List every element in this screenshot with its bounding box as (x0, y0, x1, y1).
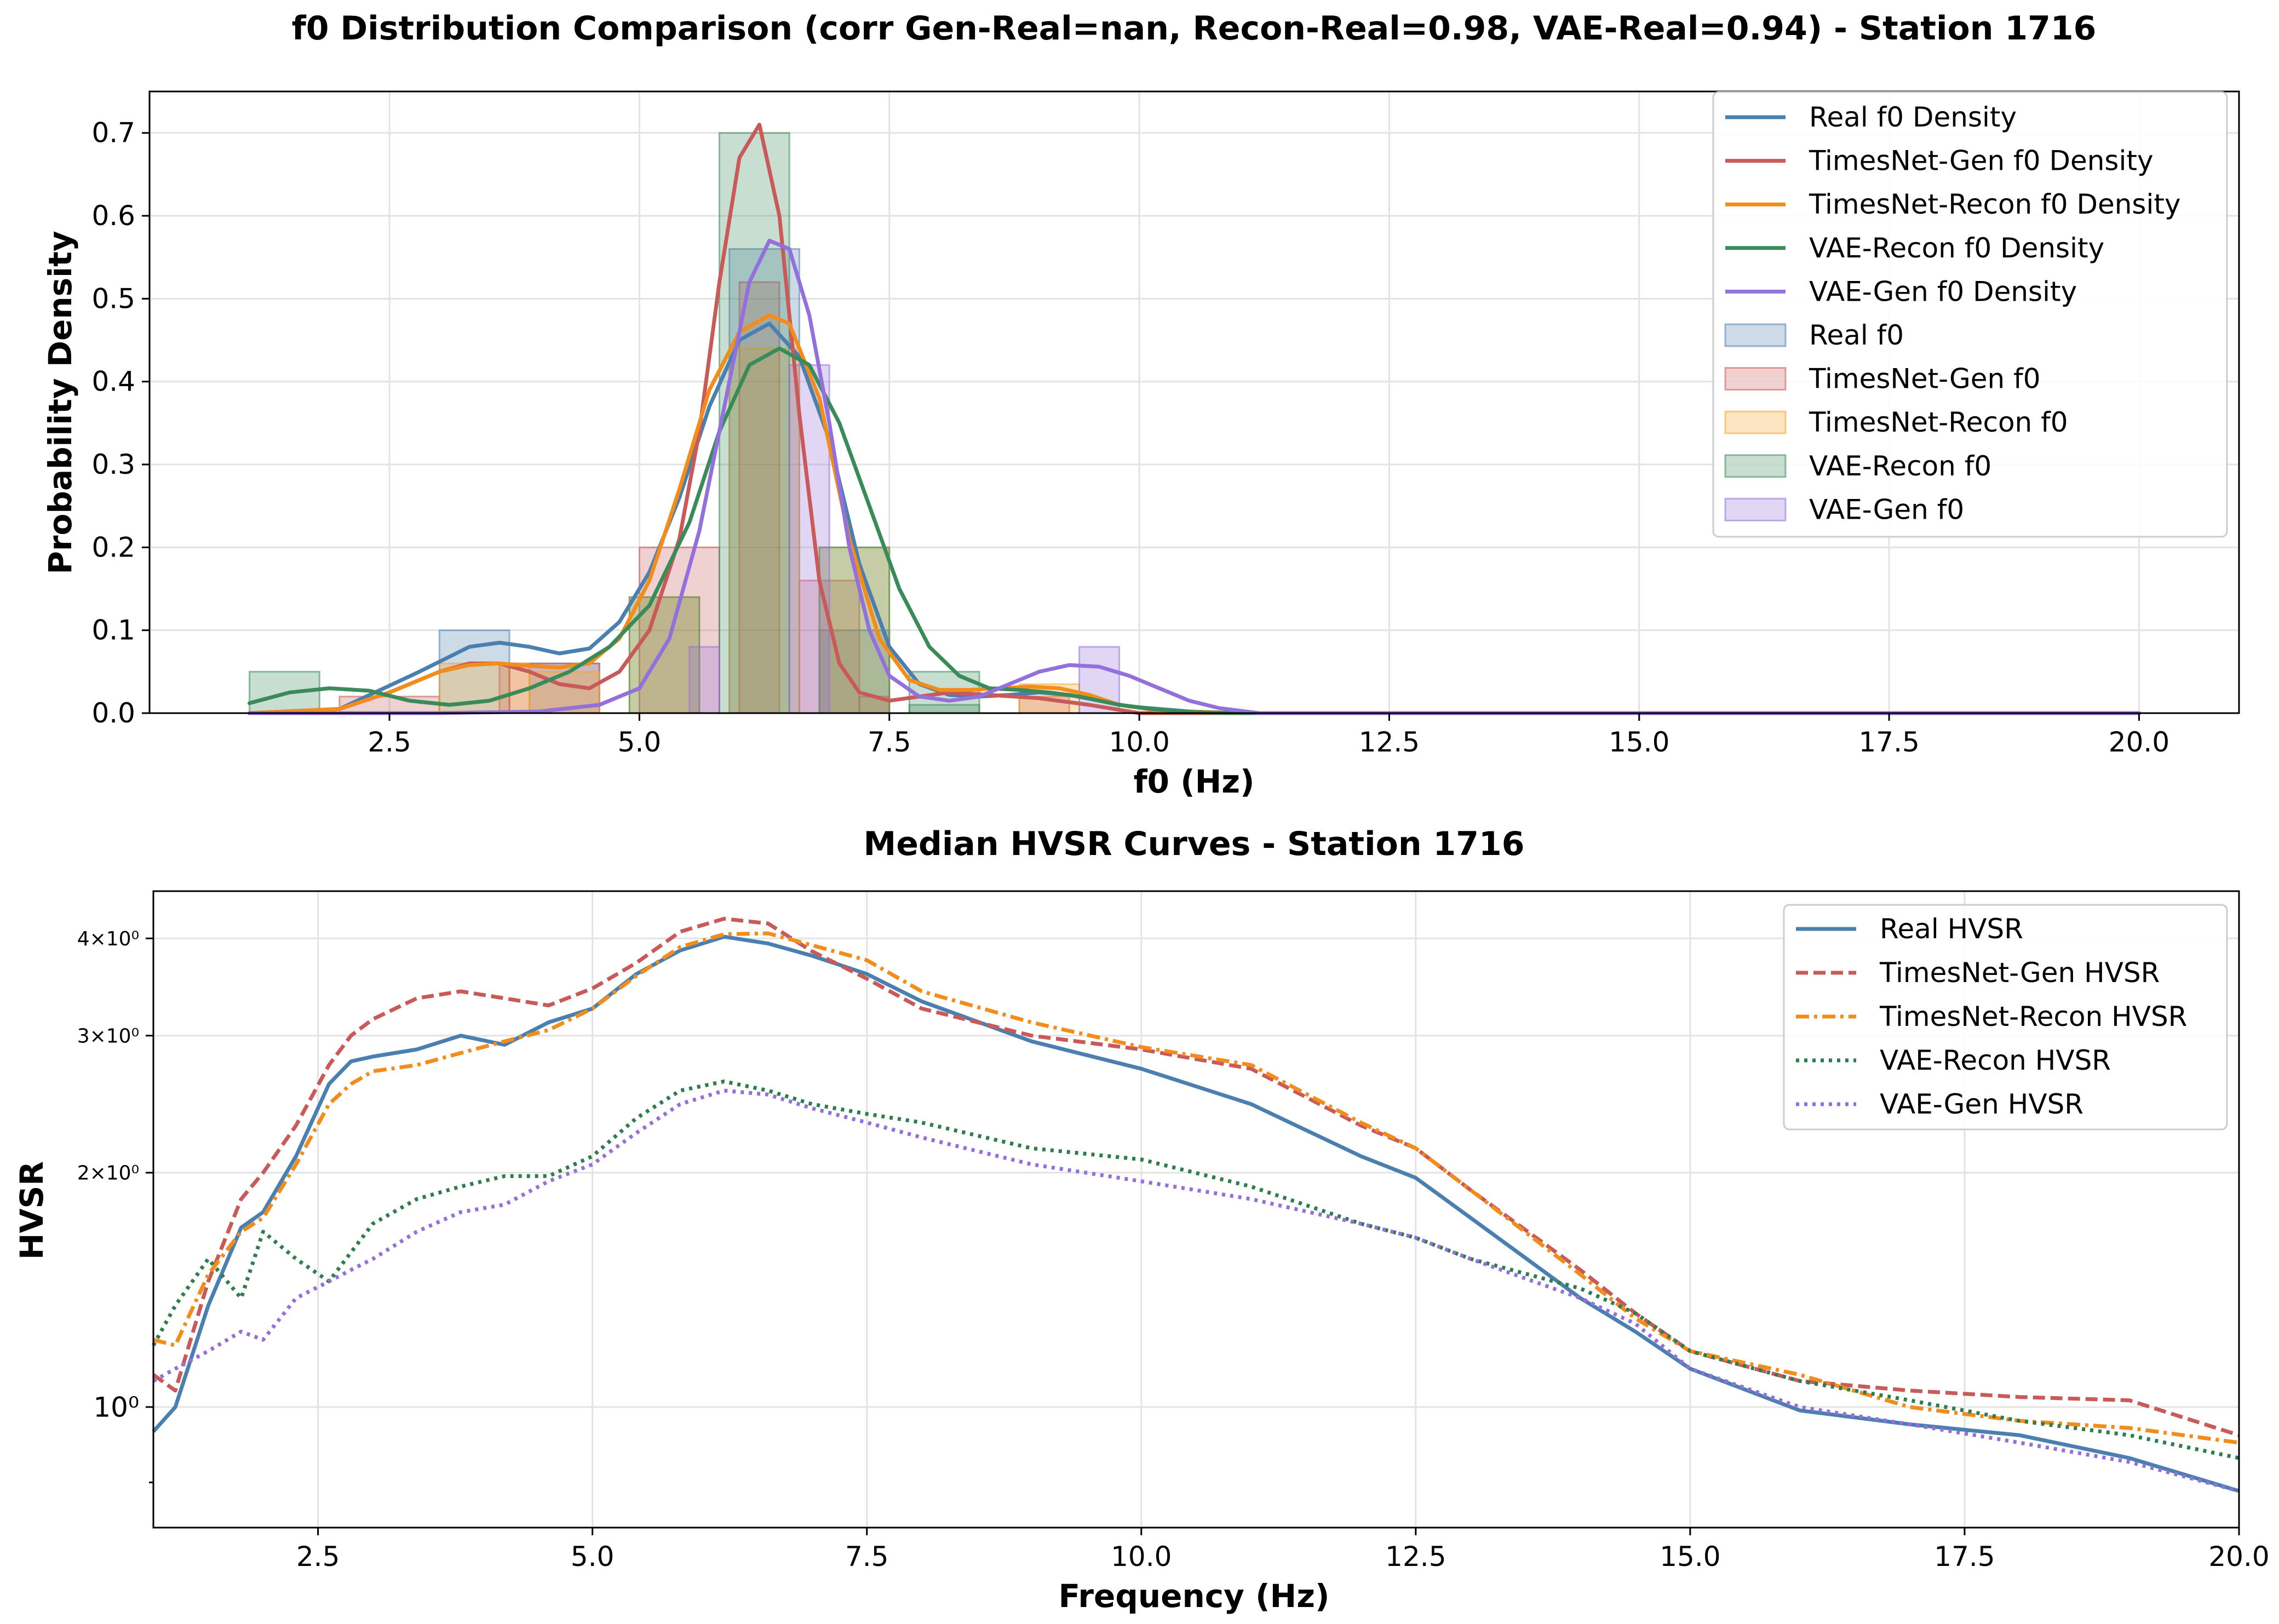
chart2-legend-label: TimesNet-Recon HVSR (1879, 1001, 2187, 1032)
chart1-legend: Real f0 Density TimesNet-Gen f0 Density Ti… (1712, 91, 2228, 538)
chart1-legend-label: TimesNet-Recon f0 Density (1809, 188, 2181, 220)
chart1-legend-swatch (1724, 323, 1787, 347)
f0-distribution-chart: f0 Distribution Comparison (corr Gen-Rea… (42, 9, 2240, 800)
chart2-x-tick-label: 7.5 (845, 1541, 889, 1573)
chart1-legend-label: TimesNet-Gen f0 (1809, 363, 2041, 395)
chart1-legend-swatch (1724, 497, 1787, 521)
chart2-x-tick-label: 20.0 (2208, 1541, 2269, 1573)
density-line-vae-recon-f0-density (248, 346, 2141, 715)
chart1-y-tick-label: 0.0 (91, 697, 135, 729)
hvsr-line-timesnet-recon-hvsr (153, 931, 2240, 1445)
chart1-legend-swatch (1724, 367, 1787, 391)
chart1-x-ticks: 2.5 5.0 7.5 10.0 12.5 15.0 17.5 20.0 (368, 713, 2169, 758)
chart2-x-ticks: 2.5 5.0 7.5 10.0 12.5 15.0 17.5 20.0 (296, 1528, 2270, 1573)
chart2-title: Median HVSR Curves - Station 1716 (864, 825, 1525, 863)
chart1-y-tick-label: 0.2 (91, 531, 135, 563)
chart1-x-tick-label: 20.0 (2109, 726, 2169, 758)
chart1-legend-label: TimesNet-Recon f0 (1809, 406, 2068, 438)
chart2-legend-label: TimesNet-Gen HVSR (1879, 957, 2160, 989)
chart2-y-tick-label: 2×10⁰ (77, 1162, 139, 1185)
chart2-plot-frame (152, 890, 2240, 1529)
histogram-bar-timesnet-recon-f0 (728, 347, 800, 714)
chart1-x-tick-label: 17.5 (1858, 726, 1919, 758)
chart1-x-tick-label: 5.0 (618, 726, 662, 758)
chart2-x-tick-label: 12.5 (1385, 1541, 1446, 1573)
chart1-x-tick-label: 2.5 (368, 726, 411, 758)
chart1-y-tick-label: 0.4 (91, 366, 135, 398)
chart1-legend-swatch (1724, 454, 1787, 478)
chart2-y-ticks: 10⁰ 2×10⁰ 3×10⁰ 4×10⁰ (77, 928, 153, 1484)
chart1-density-lines (248, 123, 2141, 715)
chart1-legend-label: VAE-Gen f0 (1809, 493, 1964, 525)
chart2-legend-label: VAE-Recon HVSR (1880, 1045, 2111, 1076)
chart2-y-tick-label: 4×10⁰ (77, 928, 139, 950)
chart1-legend-label: VAE-Recon f0 Density (1809, 232, 2104, 264)
chart1-title: f0 Distribution Comparison (corr Gen-Rea… (292, 9, 2097, 48)
chart1-legend-box (1712, 91, 2228, 538)
chart2-y-axis-label: HVSR (13, 1161, 50, 1260)
hvsr-curves-chart: Median HVSR Curves - Station 1716 2.5 5.0… (13, 825, 2270, 1615)
chart2-x-tick-label: 10.0 (1111, 1541, 1172, 1573)
chart2-x-tick-label: 15.0 (1660, 1541, 1720, 1573)
histogram-bar-vae-recon-f0 (718, 132, 790, 714)
chart1-legend-swatch (1724, 410, 1787, 434)
chart2-legend-label: VAE-Gen HVSR (1880, 1088, 2083, 1120)
chart1-y-axis-label: Probability Density (42, 231, 79, 574)
chart2-x-axis-label: Frequency (Hz) (1059, 1577, 1330, 1615)
chart1-y-tick-label: 0.3 (91, 449, 135, 480)
chart1-plot-frame (148, 90, 2240, 714)
chart2-legend-label: Real HVSR (1880, 913, 2023, 945)
chart1-y-tick-label: 0.5 (91, 283, 135, 314)
chart1-x-axis-label: f0 (Hz) (1133, 763, 1254, 800)
chart2-y-tick-label: 10⁰ (93, 1391, 139, 1423)
chart1-y-ticks: 0.0 0.1 0.2 0.3 0.4 0.5 0.6 0.7 (91, 117, 150, 729)
density-line-vae-gen-f0-density (248, 238, 2141, 715)
hvsr-line-timesnet-gen-hvsr (152, 916, 2240, 1437)
chart2-legend: Real HVSR TimesNet-Gen HVSR TimesNet-Recon… (1783, 904, 2228, 1131)
chart2-x-tick-label: 2.5 (296, 1541, 340, 1573)
chart1-legend-label: VAE-Gen f0 Density (1809, 276, 2077, 307)
chart2-y-tick-label: 3×10⁰ (77, 1025, 139, 1047)
chart1-y-tick-label: 0.1 (91, 615, 135, 646)
chart2-x-tick-label: 17.5 (1934, 1541, 1995, 1573)
chart1-legend-label: VAE-Recon f0 (1809, 450, 1991, 482)
chart1-legend-label: Real f0 (1809, 319, 1904, 351)
chart1-x-tick-label: 7.5 (868, 726, 911, 758)
chart1-x-tick-label: 15.0 (1609, 726, 1669, 758)
chart1-x-tick-label: 10.0 (1109, 726, 1169, 758)
hvsr-line-vae-gen-hvsr (152, 1088, 2240, 1493)
chart2-hvsr-lines (151, 916, 2240, 1493)
chart1-legend-label: TimesNet-Gen f0 Density (1809, 145, 2154, 177)
chart1-legend-label: Real f0 Density (1809, 101, 2017, 133)
histogram-bar-vae-gen-f0 (688, 646, 720, 714)
hvsr-line-real-hvsr (152, 934, 2240, 1493)
chart1-y-tick-label: 0.6 (91, 200, 135, 232)
histogram-bar-vae-recon-f0 (908, 704, 980, 714)
chart1-x-tick-label: 12.5 (1359, 726, 1420, 758)
chart2-legend-box (1783, 904, 2228, 1131)
chart1-y-tick-label: 0.7 (91, 117, 135, 149)
chart2-x-tick-label: 5.0 (571, 1541, 615, 1573)
density-line-timesnet-recon-f0-density (248, 313, 2141, 715)
